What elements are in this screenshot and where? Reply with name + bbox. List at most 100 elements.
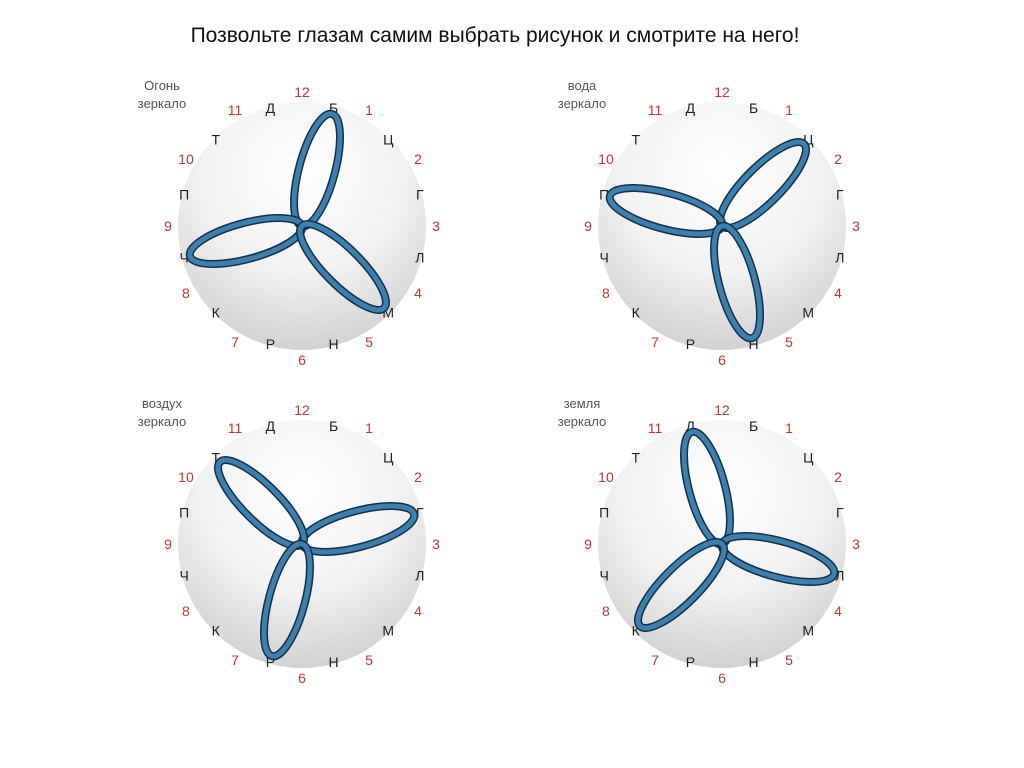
dial-letter: Т bbox=[211, 450, 220, 466]
dial-letter: Н bbox=[749, 654, 759, 670]
dial-letter: Г bbox=[836, 504, 844, 520]
dial-letter: П bbox=[599, 504, 609, 520]
dial-letter: М bbox=[382, 622, 394, 638]
dial-number: 8 bbox=[602, 285, 610, 301]
dial-number: 10 bbox=[178, 469, 194, 485]
dial-letter: Р bbox=[686, 336, 695, 352]
dial-letter: Ч bbox=[179, 250, 188, 266]
dial-number: 9 bbox=[584, 218, 592, 234]
dial-letter: Н bbox=[329, 336, 339, 352]
dial-number: 1 bbox=[365, 102, 373, 118]
dial-letter: Т bbox=[211, 132, 220, 148]
dial-caption-line1: вода bbox=[568, 78, 597, 93]
petal-loop bbox=[260, 539, 314, 661]
dial-caption-line1: Огонь bbox=[144, 78, 180, 93]
dial-number: 6 bbox=[718, 670, 726, 686]
dial-letter: Л bbox=[415, 568, 424, 584]
dial-caption-line2: зеркало bbox=[138, 414, 186, 429]
dial-number: 5 bbox=[785, 334, 793, 350]
dial-number: 3 bbox=[852, 218, 860, 234]
dial-number: 8 bbox=[182, 285, 190, 301]
dial-number: 8 bbox=[602, 603, 610, 619]
dial-number: 9 bbox=[164, 218, 172, 234]
dial-caption-line1: земля bbox=[564, 396, 601, 411]
dial-number: 11 bbox=[648, 102, 663, 118]
dial-number: 9 bbox=[164, 536, 172, 552]
dial-number: 11 bbox=[228, 420, 243, 436]
dial-letter: Д bbox=[266, 418, 276, 434]
dial-caption-line2: зеркало bbox=[558, 414, 606, 429]
dial-letter: Ц bbox=[803, 450, 814, 466]
dial-number: 10 bbox=[598, 151, 614, 167]
dial-letter: Р bbox=[686, 654, 695, 670]
dial-caption-line2: зеркало bbox=[138, 96, 186, 111]
dial-letter: П bbox=[179, 186, 189, 202]
dial-number: 12 bbox=[714, 402, 730, 418]
dial-letter: М bbox=[802, 622, 814, 638]
dial-number: 12 bbox=[714, 84, 730, 100]
dial-letter: К bbox=[632, 622, 641, 638]
dial-letter: Ч bbox=[599, 568, 608, 584]
dial-number: 9 bbox=[584, 536, 592, 552]
dial-number: 3 bbox=[852, 536, 860, 552]
dial-letter: Г bbox=[836, 186, 844, 202]
petal-loop bbox=[710, 221, 764, 343]
dial-letter: Ц bbox=[383, 450, 394, 466]
dial-letter: М bbox=[382, 304, 394, 320]
dial-number: 7 bbox=[231, 334, 239, 350]
dial-number: 11 bbox=[228, 102, 243, 118]
dial-letter: Д bbox=[266, 100, 276, 116]
dial-letter: Д bbox=[686, 418, 696, 434]
dial-number: 3 bbox=[432, 536, 440, 552]
dial-letter: Ц bbox=[383, 132, 394, 148]
dial-number: 7 bbox=[651, 334, 659, 350]
dial-letter: Р bbox=[266, 336, 275, 352]
dial-letter: Ц bbox=[803, 132, 814, 148]
dial-number: 1 bbox=[365, 420, 373, 436]
dial-letter: Б bbox=[329, 418, 338, 434]
dial-letter: Д bbox=[686, 100, 696, 116]
dial-number: 2 bbox=[414, 151, 422, 167]
dial-number: 4 bbox=[834, 603, 842, 619]
dial-letter: Т bbox=[631, 132, 640, 148]
dial-letter: К bbox=[212, 622, 221, 638]
dial-number: 7 bbox=[231, 652, 239, 668]
page-title: Позвольте глазам самим выбрать рисунок и… bbox=[190, 24, 800, 47]
dial-letter: Г bbox=[416, 186, 424, 202]
dial-letter: Л bbox=[835, 250, 844, 266]
dial-letter: Р bbox=[266, 654, 275, 670]
dial-letter: П bbox=[179, 504, 189, 520]
dial-number: 8 bbox=[182, 603, 190, 619]
dial-number: 4 bbox=[834, 285, 842, 301]
dial-number: 6 bbox=[298, 670, 306, 686]
dial-letter: Б bbox=[329, 100, 338, 116]
dial-number: 2 bbox=[834, 469, 842, 485]
dial-number: 11 bbox=[648, 420, 663, 436]
petal-loop bbox=[296, 220, 390, 314]
dial-number: 12 bbox=[294, 84, 310, 100]
dial-letter: Б bbox=[749, 418, 758, 434]
dial-letter: Л bbox=[835, 568, 844, 584]
dial-letter: Л bbox=[415, 250, 424, 266]
dial-caption-line1: воздух bbox=[142, 396, 183, 411]
dial-letter: Н bbox=[329, 654, 339, 670]
dial-letter: Т bbox=[631, 450, 640, 466]
dial-number: 6 bbox=[718, 352, 726, 368]
dial-number: 5 bbox=[365, 334, 373, 350]
dial-letter: К bbox=[212, 304, 221, 320]
dial-letter: Н bbox=[749, 336, 759, 352]
dial-number: 1 bbox=[785, 102, 793, 118]
dial-number: 12 bbox=[294, 402, 310, 418]
dial-number: 5 bbox=[785, 652, 793, 668]
dial-number: 6 bbox=[298, 352, 306, 368]
dial-letter: Ч bbox=[599, 250, 608, 266]
dial-letter: К bbox=[632, 304, 641, 320]
dial-number: 4 bbox=[414, 285, 422, 301]
dial-letter: П bbox=[599, 186, 609, 202]
dial-letter: М bbox=[802, 304, 814, 320]
